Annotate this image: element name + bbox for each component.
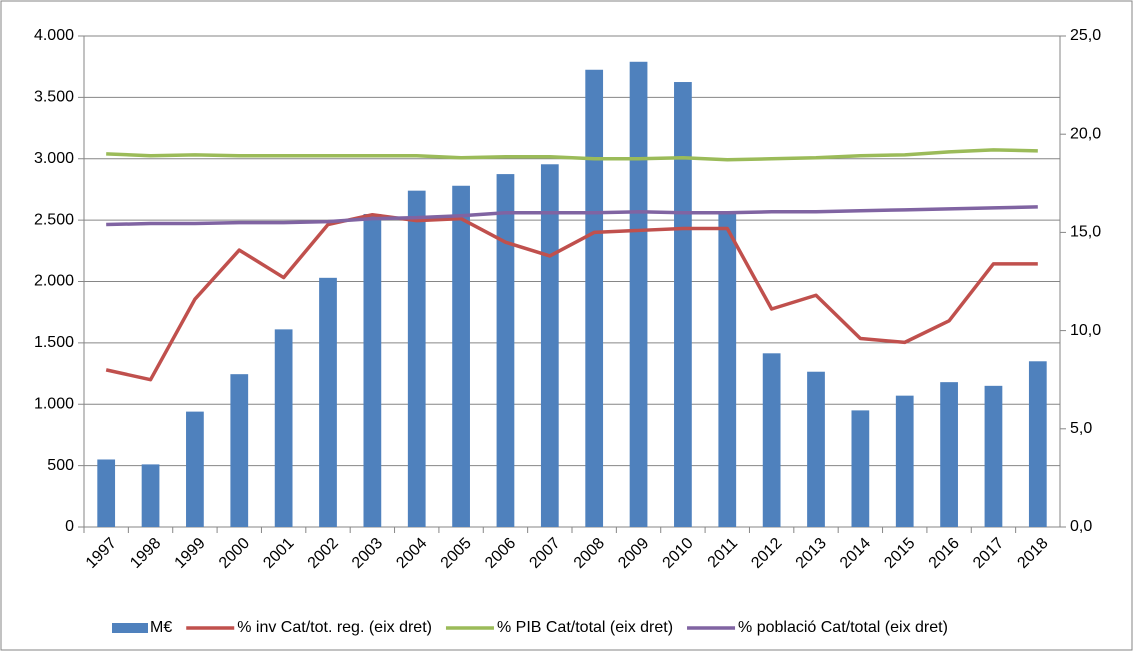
bar [762,353,781,527]
y-tick-label: 4.000 [34,27,74,44]
bar [540,164,559,527]
bar [141,464,160,527]
y-tick-label: 3.500 [34,89,74,106]
y-tick-label: 2.000 [34,273,74,290]
legend-label: % inv Cat/tot. reg. (eix dret) [237,619,432,636]
bar [319,277,337,527]
y2-tick-label: 25,0 [1070,27,1101,44]
bar [496,174,515,527]
bar [186,411,204,527]
bar [807,371,825,527]
bar [1028,361,1047,527]
y2-tick-label: 20,0 [1070,125,1101,142]
line-series [106,148,1038,162]
y-tick-label: 500 [47,457,74,474]
bar [452,185,470,527]
bar [674,82,692,527]
legend-swatch [112,623,148,633]
bar [274,329,293,527]
bar [940,382,958,527]
y2-tick-label: 15,0 [1070,224,1101,241]
line-series [106,205,1038,227]
legend-label: M€ [150,619,172,636]
bar [718,212,737,527]
line-series [105,212,1038,382]
bar [895,395,914,527]
bar [851,410,870,527]
bar [407,190,426,528]
bar [585,69,604,527]
y2-tick-label: 5,0 [1070,420,1092,437]
legend-label: % població Cat/total (eix dret) [738,619,948,636]
y-tick-label: 2.500 [34,211,74,228]
y-tick-label: 0 [65,518,74,535]
bar [363,213,382,528]
y2-tick-label: 0,0 [1070,518,1092,535]
y-tick-label: 1.500 [34,334,74,351]
bar [230,374,249,527]
legend-label: % PIB Cat/total (eix dret) [497,619,673,636]
bar [97,459,116,527]
bar [629,61,648,528]
y-tick-label: 1.000 [34,395,74,412]
y2-tick-label: 10,0 [1070,322,1101,339]
bar [984,385,1003,527]
y-tick-label: 3.000 [34,150,74,167]
